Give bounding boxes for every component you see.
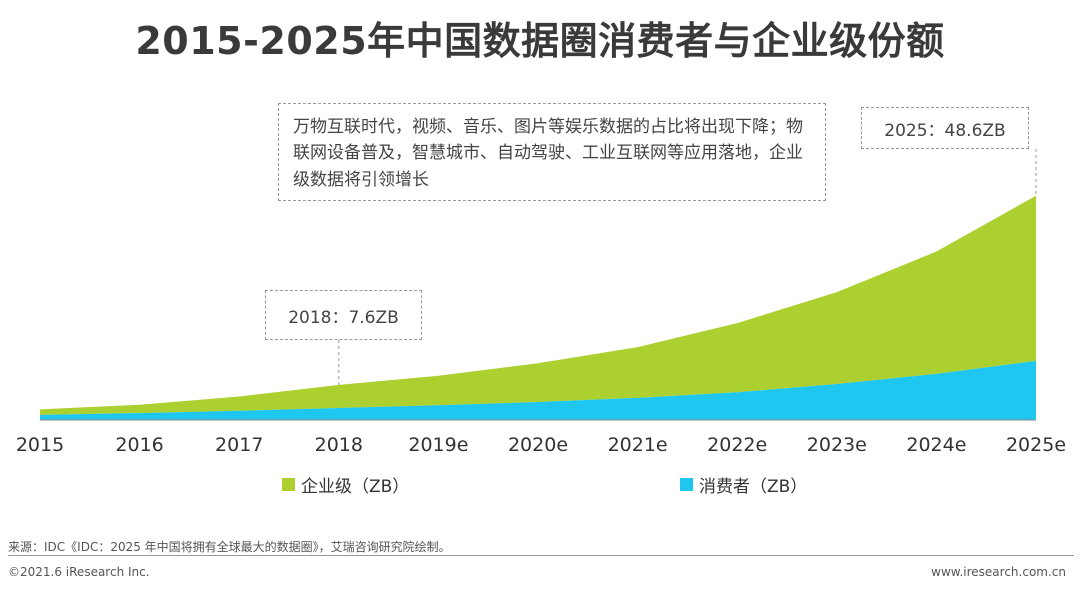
- legend-label-consumer: 消费者（ZB）: [699, 477, 808, 497]
- legend-item-enterprise: 企业级（ZB）: [282, 472, 409, 497]
- x-tick-label: 2021e: [608, 434, 668, 456]
- x-tick-label: 2019e: [408, 434, 468, 456]
- x-tick-label: 2018: [315, 434, 363, 456]
- x-tick-label: 2025e: [1006, 434, 1066, 456]
- legend-swatch-enterprise: [282, 478, 295, 491]
- area-enterprise: [40, 195, 1036, 415]
- area-consumer: [40, 360, 1036, 420]
- x-tick-label: 2017: [215, 434, 263, 456]
- x-tick-label: 2022e: [707, 434, 767, 456]
- x-tick-label: 2015: [16, 434, 64, 456]
- legend-label-enterprise: 企业级（ZB）: [301, 477, 410, 497]
- copyright: ©2021.6 iResearch Inc.: [8, 565, 150, 579]
- x-tick-label: 2023e: [807, 434, 867, 456]
- website: www.iresearch.com.cn: [931, 565, 1066, 579]
- footer-divider: [8, 555, 1074, 556]
- annotation-2018: 2018：7.6ZB: [265, 290, 422, 340]
- annotation-2025: 2025：48.6ZB: [861, 107, 1029, 149]
- chart-title: 2015-2025年中国数据圈消费者与企业级份额: [135, 19, 945, 63]
- x-tick-label: 2020e: [508, 434, 568, 456]
- legend-swatch-consumer: [680, 478, 693, 491]
- legend-item-consumer: 消费者（ZB）: [680, 472, 807, 497]
- x-tick-label: 2024e: [906, 434, 966, 456]
- annotation-note: 万物互联时代，视频、音乐、图片等娱乐数据的占比将出现下降；物联网设备普及，智慧城…: [278, 103, 826, 201]
- x-tick-label: 2016: [115, 434, 163, 456]
- source-note: 来源：IDC《IDC：2025 年中国将拥有全球最大的数据圈》，艾瑞咨询研究院绘…: [8, 540, 451, 554]
